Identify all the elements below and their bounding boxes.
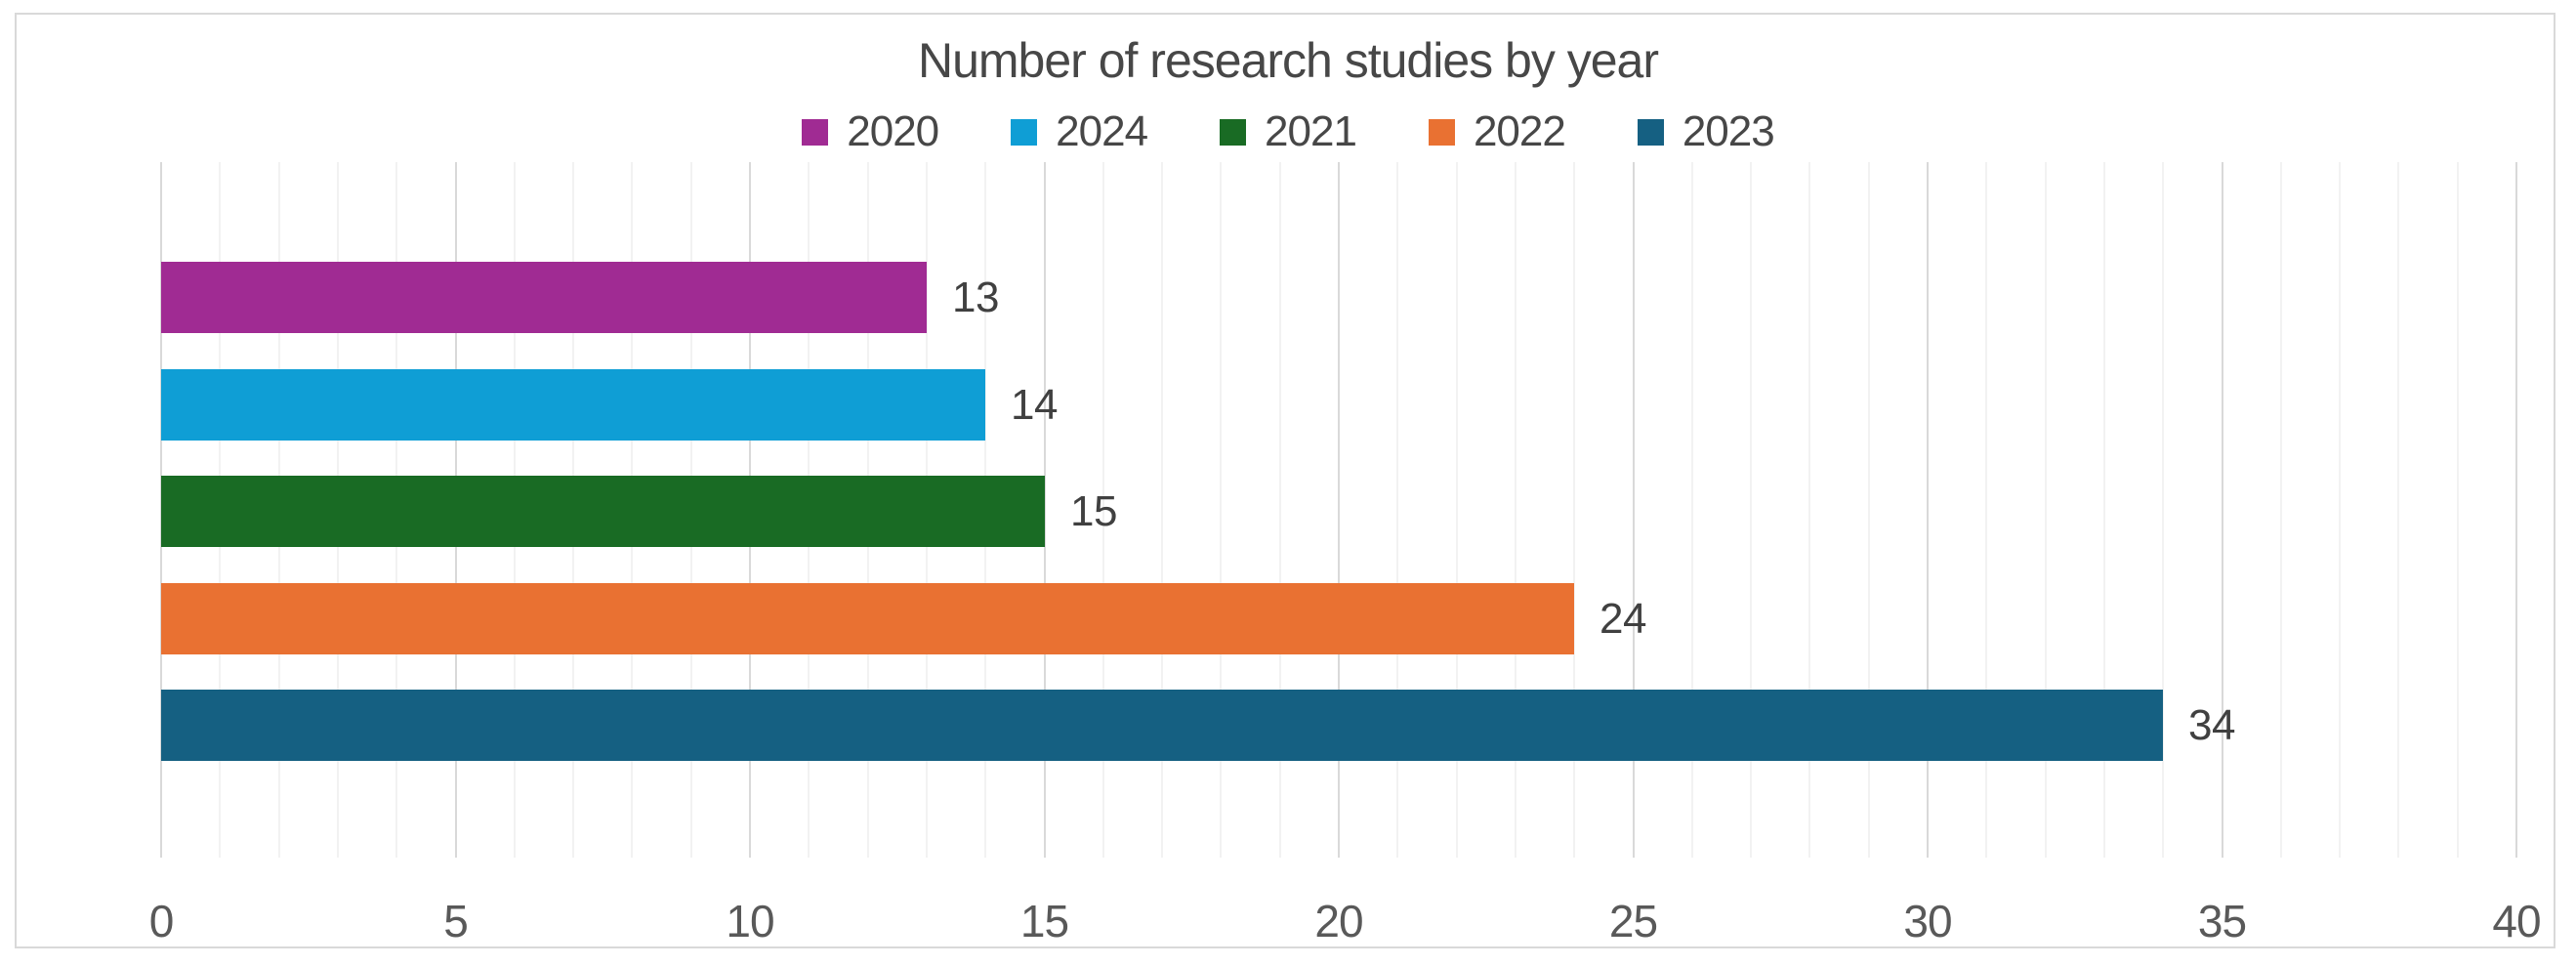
legend-item-2021: 2021 [1220, 107, 1357, 155]
legend-swatch-icon [802, 118, 829, 146]
legend-item-2023: 2023 [1637, 107, 1775, 155]
minor-gridline [1808, 162, 1811, 858]
x-axis-tick-label: 5 [443, 896, 469, 946]
x-axis-tick-label: 40 [2492, 896, 2541, 946]
major-gridline [2221, 162, 2223, 858]
minor-gridline [1867, 162, 1870, 858]
minor-gridline [2339, 162, 2342, 858]
minor-gridline [2279, 162, 2282, 858]
minor-gridline [1985, 162, 1988, 858]
legend-item-2020: 2020 [802, 107, 939, 155]
legend-label: 2022 [1473, 107, 1566, 155]
legend: 2020 2024 2021 2022 2023 [0, 104, 2576, 160]
minor-gridline [1514, 162, 1517, 858]
major-gridline [1632, 162, 1635, 858]
minor-gridline [1573, 162, 1576, 858]
major-gridline [1927, 162, 1929, 858]
minor-gridline [2456, 162, 2459, 858]
legend-label: 2020 [847, 107, 939, 155]
bar-2020 [161, 262, 927, 333]
minor-gridline [1396, 162, 1399, 858]
legend-swatch-icon [1428, 118, 1455, 146]
legend-item-2024: 2024 [1011, 107, 1148, 155]
x-axis-tick-label: 15 [1019, 896, 1069, 946]
legend-item-2022: 2022 [1428, 107, 1566, 155]
x-axis-tick-label: 25 [1608, 896, 1658, 946]
major-gridline [1338, 162, 1340, 858]
minor-gridline [2397, 162, 2400, 858]
major-gridline [2515, 162, 2517, 858]
x-axis-tick-label: 20 [1314, 896, 1363, 946]
bar-value-label: 34 [2188, 700, 2235, 749]
bar-value-label: 13 [952, 273, 999, 321]
minor-gridline [1278, 162, 1281, 858]
legend-swatch-icon [1220, 118, 1247, 146]
bar-value-label: 24 [1600, 594, 1646, 643]
bar-2024 [161, 369, 985, 441]
minor-gridline [1455, 162, 1458, 858]
x-axis-tick-label: 35 [2197, 896, 2247, 946]
chart-title: Number of research studies by year [917, 33, 1659, 88]
minor-gridline [2044, 162, 2047, 858]
minor-gridline [1220, 162, 1223, 858]
legend-swatch-icon [1011, 118, 1038, 146]
bar-2022 [161, 583, 1574, 654]
bar-value-label: 14 [1011, 380, 1058, 429]
bar-value-label: 15 [1070, 486, 1117, 535]
legend-swatch-icon [1637, 118, 1664, 146]
minor-gridline [2162, 162, 2165, 858]
minor-gridline [1750, 162, 1753, 858]
legend-label: 2021 [1265, 107, 1357, 155]
minor-gridline [1101, 162, 1104, 858]
minor-gridline [1690, 162, 1693, 858]
legend-label: 2023 [1682, 107, 1775, 155]
x-axis-tick-label: 30 [1903, 896, 1952, 946]
bar-2023 [161, 690, 2163, 761]
minor-gridline [1161, 162, 1164, 858]
minor-gridline [2102, 162, 2105, 858]
x-axis-tick-label: 10 [726, 896, 774, 946]
bar-2021 [161, 476, 1045, 547]
legend-label: 2024 [1056, 107, 1148, 155]
x-axis-tick-label: 0 [148, 896, 175, 946]
